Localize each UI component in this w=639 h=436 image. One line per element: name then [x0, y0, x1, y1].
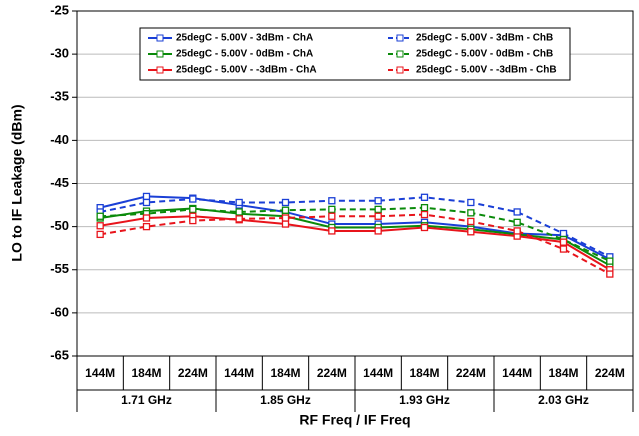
point-marker	[142, 222, 151, 231]
point-marker	[328, 197, 336, 205]
legend-label: 25degC - 5.00V - -3dBm - ChA	[176, 65, 317, 76]
point-marker	[96, 230, 104, 239]
point-marker	[96, 212, 104, 220]
y-tick-label: -35	[50, 89, 69, 104]
point-marker	[235, 215, 243, 223]
legend-marker	[156, 34, 164, 42]
x-tick-label: 184M	[409, 366, 439, 380]
point-marker	[189, 216, 197, 225]
point-marker	[467, 209, 475, 217]
point-marker	[467, 228, 475, 236]
point-marker	[420, 223, 429, 232]
x-tick-label: 144M	[224, 366, 254, 380]
x-tick-label: 224M	[595, 366, 625, 380]
point-marker	[606, 270, 614, 278]
point-marker	[420, 193, 429, 201]
legend-marker	[396, 66, 404, 74]
x-group-label: 1.85 GHz	[260, 393, 311, 407]
point-marker	[513, 208, 521, 216]
point-marker	[374, 227, 382, 235]
point-marker	[281, 198, 290, 207]
point-marker	[420, 210, 429, 219]
point-marker	[559, 229, 568, 238]
x-tick-label: 184M	[270, 366, 300, 380]
point-marker	[374, 205, 382, 214]
point-marker	[328, 205, 336, 214]
series-line	[100, 215, 611, 271]
y-tick-label: -55	[50, 261, 69, 276]
point-marker	[606, 257, 614, 265]
x-tick-label: 184M	[548, 366, 578, 380]
x-tick-label: 184M	[131, 366, 161, 380]
x-group-label: 2.03 GHz	[538, 393, 589, 407]
legend-marker	[156, 50, 164, 58]
point-marker	[467, 217, 475, 226]
point-marker	[96, 222, 104, 230]
point-marker	[374, 212, 382, 220]
series-line	[99, 195, 611, 261]
legend-marker	[396, 50, 404, 58]
series-line	[100, 206, 611, 263]
point-marker	[374, 197, 382, 205]
x-tick-label: 144M	[363, 366, 393, 380]
legend-marker	[396, 34, 404, 42]
x-tick-label: 224M	[317, 366, 347, 380]
point-marker	[281, 214, 290, 222]
point-marker	[142, 198, 151, 207]
series-line	[100, 207, 611, 267]
y-tick-label: -30	[50, 46, 69, 61]
legend-label: 25degC - 5.00V - 3dBm - ChA	[176, 33, 313, 44]
point-marker	[142, 214, 151, 222]
x-tick-label: 224M	[178, 366, 208, 380]
point-marker	[420, 203, 429, 212]
x-group-label: 1.93 GHz	[399, 393, 450, 407]
x-axis-title: RF Freq / IF Freq	[299, 412, 410, 428]
y-tick-label: -45	[50, 175, 69, 190]
point-marker	[467, 198, 475, 207]
y-tick-label: -65	[50, 347, 69, 362]
point-marker	[281, 206, 290, 214]
point-marker	[513, 227, 521, 235]
point-marker	[328, 227, 336, 235]
legend-label: 25degC - 5.00V - -3dBm - ChB	[416, 65, 557, 76]
point-marker	[189, 195, 197, 203]
y-tick-label: -25	[50, 2, 69, 17]
point-marker	[559, 238, 568, 246]
y-tick-label: -60	[50, 304, 69, 319]
series-line	[100, 213, 611, 275]
x-group-label: 1.71 GHz	[121, 393, 172, 407]
x-tick-label: 144M	[502, 366, 532, 380]
legend-marker	[156, 66, 164, 74]
point-marker	[513, 218, 521, 226]
point-marker	[281, 220, 290, 228]
x-tick-label: 144M	[85, 366, 115, 380]
y-axis-title: LO to IF Leakage (dBm)	[9, 104, 25, 261]
legend-label: 25degC - 5.00V - 0dBm - ChA	[176, 49, 313, 60]
legend-box	[139, 27, 571, 81]
point-marker	[189, 205, 197, 214]
point-marker	[328, 212, 336, 220]
x-tick-label: 224M	[456, 366, 486, 380]
point-marker	[235, 208, 243, 216]
y-tick-label: -40	[50, 132, 69, 147]
y-tick-label: -50	[50, 218, 69, 233]
point-marker	[559, 245, 568, 253]
point-marker	[235, 198, 243, 207]
point-marker	[142, 192, 151, 201]
legend-label: 25degC - 5.00V - 3dBm - ChB	[416, 33, 553, 44]
legend-label: 25degC - 5.00V - 0dBm - ChB	[416, 49, 553, 60]
